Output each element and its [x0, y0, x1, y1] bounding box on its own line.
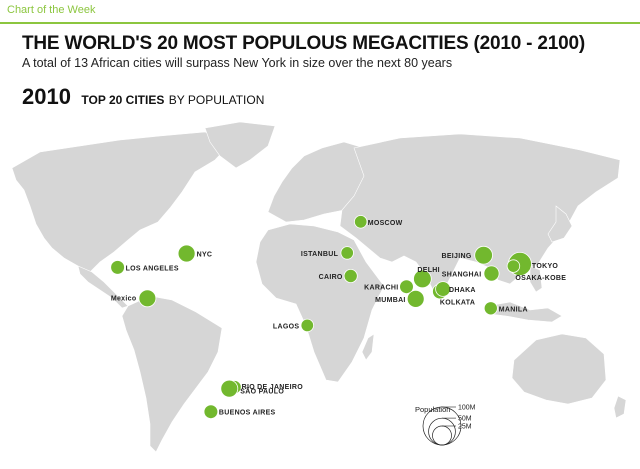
- city-dot-osaka-kobe: [506, 259, 521, 273]
- city-dot-los-angeles: [110, 260, 125, 275]
- city-dot-dhaka: [435, 281, 451, 297]
- city-label-dhaka: DHAKA: [449, 287, 476, 294]
- japan-landmass: [547, 205, 573, 243]
- city-los-angeles: LOS ANGELES: [110, 260, 179, 275]
- landmasses: [11, 121, 627, 453]
- city-label-manila: MANILA: [499, 306, 528, 313]
- city-label-cairo: CAIRO: [319, 274, 343, 281]
- city-label-osaka-kobe: OSAKA-KOBE: [515, 275, 566, 282]
- city-istanbul: ISTANBUL: [301, 246, 354, 260]
- city-label-shanghai: SHANGHAI: [442, 272, 482, 279]
- city-label-karachi: KARACHI: [364, 285, 398, 292]
- city-buenos-aires: BUENOS AIRES: [203, 404, 276, 420]
- city-sao-paulo: SÃO PAULO: [220, 379, 284, 398]
- city-dot-buenos-aires: [203, 404, 219, 420]
- south-america-landmass: [121, 295, 223, 453]
- city-dot-istanbul: [340, 246, 354, 260]
- africa-landmass: [255, 223, 385, 383]
- city-dot-manila: [483, 301, 498, 316]
- chart-of-week-tag: Chart of the Week: [7, 4, 96, 16]
- legend-label-50m: 50M: [458, 416, 472, 423]
- north-america-landmass: [11, 131, 233, 273]
- section-heading: 2010 TOP 20 CITIES BY POPULATION: [22, 84, 264, 110]
- city-dot-cairo: [343, 268, 358, 283]
- section-heading-light: BY POPULATION: [168, 93, 265, 107]
- page-title: THE WORLD'S 20 MOST POPULOUS MEGACITIES …: [22, 33, 585, 54]
- new-zealand-landmass: [613, 395, 627, 419]
- city-dot-beijing: [474, 245, 493, 265]
- city-beijing: BEIJING: [441, 245, 493, 265]
- page-subtitle: A total of 13 African cities will surpas…: [22, 56, 453, 70]
- central-america-landmass: [77, 265, 129, 309]
- australia-landmass: [511, 333, 607, 405]
- city-dot-karachi: [399, 279, 414, 295]
- city-delhi: DELHI: [413, 267, 440, 289]
- city-dhaka: DHAKA: [435, 281, 476, 297]
- city-label-nyc: NYC: [197, 252, 213, 259]
- city-dot-sao-paulo: [220, 379, 239, 398]
- asia-landmass: [339, 133, 621, 297]
- madagascar-landmass: [361, 333, 375, 361]
- city-label-kolkata: KOLKATA: [440, 300, 475, 307]
- city-dot-shanghai: [483, 265, 500, 282]
- city-mumbai: MUMBAI: [375, 289, 425, 308]
- city-cairo: CAIRO: [319, 268, 358, 283]
- section-year: 2010: [22, 84, 71, 109]
- header-bar: Chart of the Week: [0, 0, 640, 24]
- city-label-beijing: BEIJING: [441, 253, 471, 260]
- city-osaka-kobe: OSAKA-KOBE: [506, 259, 566, 282]
- section-heading-bold: TOP 20 CITIES: [81, 93, 165, 107]
- city-label-rio-de-janeiro: RIO DE JANEIRO: [242, 384, 304, 391]
- legend-circle-50m: [428, 417, 456, 446]
- city-dot-nyc: [177, 244, 196, 263]
- city-shanghai: SHANGHAI: [442, 265, 500, 282]
- city-dot-moscow: [354, 215, 368, 229]
- city-label-los-angeles: LOS ANGELES: [126, 265, 179, 272]
- city-dot-mexico: [138, 289, 157, 308]
- city-label-tokyo: TOKYO: [532, 263, 559, 270]
- city-label-mexico: Mexico: [111, 295, 137, 302]
- city-dot-mumbai: [406, 289, 425, 308]
- southeast-asia-islands: [487, 301, 563, 323]
- legend-label-100m: 100M: [458, 405, 476, 412]
- city-mexico: Mexico: [111, 289, 157, 308]
- city-label-buenos-aires: BUENOS AIRES: [219, 410, 276, 417]
- city-label-delhi: DELHI: [417, 267, 440, 274]
- city-label-sao-paulo: SÃO PAULO: [240, 387, 284, 396]
- city-nyc: NYC: [177, 244, 213, 263]
- city-label-istanbul: ISTANBUL: [301, 251, 339, 258]
- legend-label-25m: 25M: [458, 424, 472, 431]
- city-lagos: LAGOS: [273, 318, 315, 333]
- city-label-moscow: MOSCOW: [368, 220, 403, 227]
- city-moscow: MOSCOW: [354, 215, 403, 229]
- city-label-mumbai: MUMBAI: [375, 297, 406, 304]
- philippines-landmass: [529, 265, 543, 293]
- city-karachi: KARACHI: [364, 279, 414, 295]
- city-dot-delhi: [413, 269, 432, 289]
- greenland-landmass: [204, 121, 276, 169]
- legend-circle-25m: [432, 425, 452, 446]
- city-dot-lagos: [300, 318, 315, 333]
- city-manila: MANILA: [483, 301, 528, 316]
- city-label-lagos: LAGOS: [273, 323, 299, 330]
